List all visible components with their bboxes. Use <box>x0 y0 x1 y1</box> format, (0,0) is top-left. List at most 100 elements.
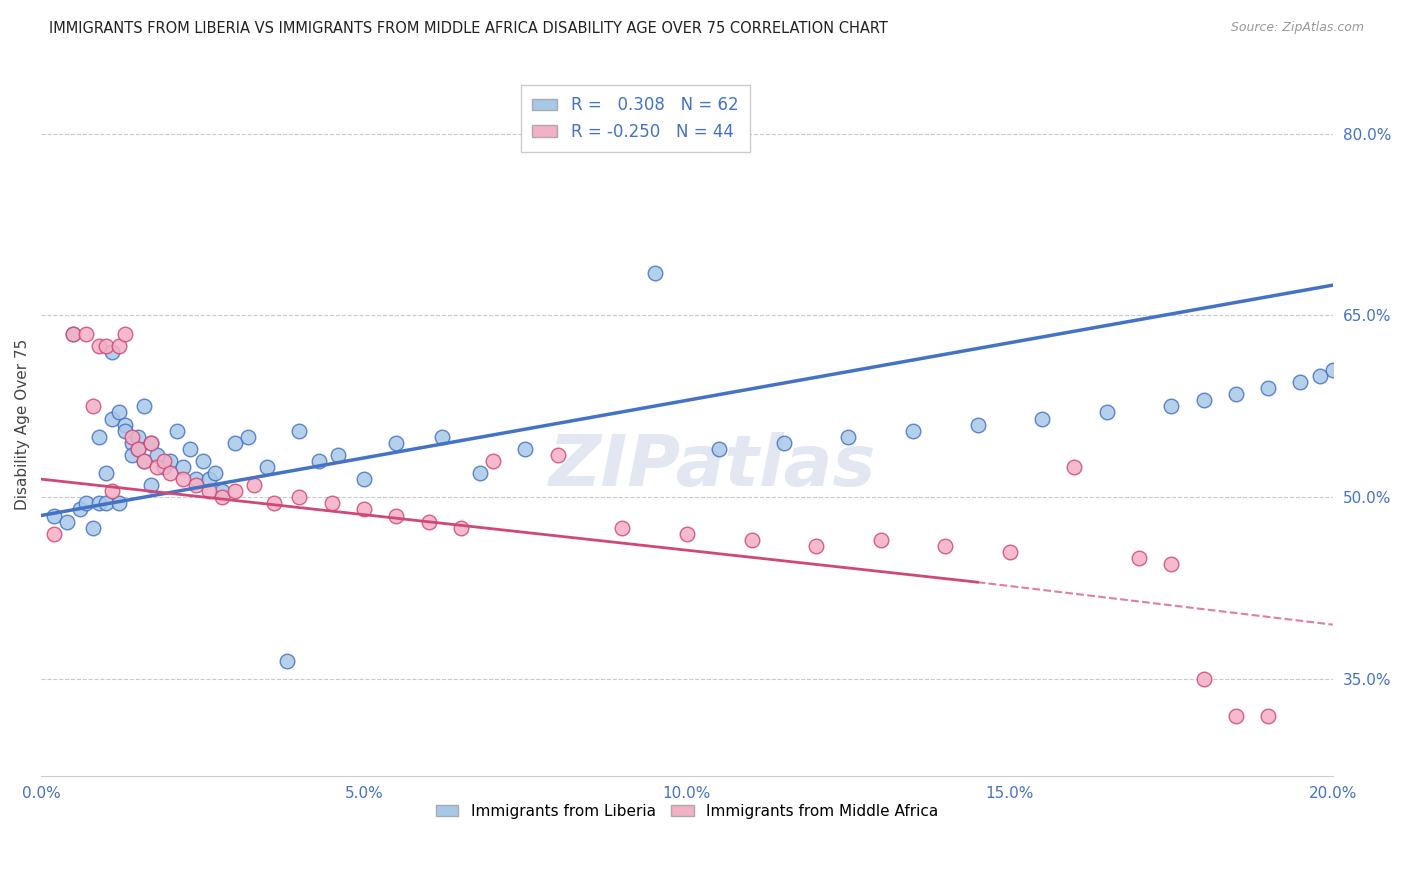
Point <box>224 435 246 450</box>
Point <box>69 502 91 516</box>
Point <box>243 478 266 492</box>
Point <box>134 454 156 468</box>
Point <box>159 454 181 468</box>
Point <box>172 472 194 486</box>
Point <box>114 424 136 438</box>
Text: ZIPatlas: ZIPatlas <box>550 433 876 501</box>
Point <box>288 424 311 438</box>
Point <box>385 435 408 450</box>
Point <box>94 339 117 353</box>
Point <box>94 466 117 480</box>
Point <box>1225 387 1247 401</box>
Point <box>153 454 176 468</box>
Point <box>308 454 330 468</box>
Point <box>107 405 129 419</box>
Point <box>430 430 453 444</box>
Point <box>837 430 859 444</box>
Point <box>470 466 492 480</box>
Point <box>62 326 84 341</box>
Point <box>385 508 408 523</box>
Point <box>191 454 214 468</box>
Point <box>121 448 143 462</box>
Text: IMMIGRANTS FROM LIBERIA VS IMMIGRANTS FROM MIDDLE AFRICA DISABILITY AGE OVER 75 : IMMIGRANTS FROM LIBERIA VS IMMIGRANTS FR… <box>49 21 889 36</box>
Point <box>198 472 221 486</box>
Point <box>146 460 169 475</box>
Text: Source: ZipAtlas.com: Source: ZipAtlas.com <box>1230 21 1364 34</box>
Point <box>998 545 1021 559</box>
Point <box>89 496 111 510</box>
Point <box>353 502 375 516</box>
Point <box>418 515 440 529</box>
Point <box>107 339 129 353</box>
Point <box>1063 460 1085 475</box>
Point <box>353 472 375 486</box>
Point <box>256 460 278 475</box>
Point <box>114 417 136 432</box>
Point <box>179 442 201 456</box>
Point <box>934 539 956 553</box>
Point <box>198 484 221 499</box>
Point <box>547 448 569 462</box>
Point <box>42 526 65 541</box>
Point <box>139 478 162 492</box>
Point <box>1257 708 1279 723</box>
Point <box>166 424 188 438</box>
Point <box>121 435 143 450</box>
Point <box>709 442 731 456</box>
Point <box>1095 405 1118 419</box>
Point <box>1128 550 1150 565</box>
Point <box>101 484 124 499</box>
Point <box>82 521 104 535</box>
Point <box>772 435 794 450</box>
Point <box>82 400 104 414</box>
Point <box>204 466 226 480</box>
Point <box>328 448 350 462</box>
Point <box>184 478 207 492</box>
Point <box>42 508 65 523</box>
Point <box>321 496 343 510</box>
Point <box>94 496 117 510</box>
Point <box>1160 557 1182 571</box>
Point <box>114 326 136 341</box>
Point <box>127 430 149 444</box>
Point <box>1289 375 1312 389</box>
Point <box>804 539 827 553</box>
Legend: Immigrants from Liberia, Immigrants from Middle Africa: Immigrants from Liberia, Immigrants from… <box>429 797 945 825</box>
Point <box>482 454 505 468</box>
Point <box>263 496 285 510</box>
Point <box>288 491 311 505</box>
Point <box>75 326 97 341</box>
Point <box>741 533 763 547</box>
Point <box>127 442 149 456</box>
Point <box>1309 369 1331 384</box>
Point <box>1192 393 1215 408</box>
Point <box>1322 363 1344 377</box>
Point <box>515 442 537 456</box>
Point <box>159 466 181 480</box>
Point <box>211 484 233 499</box>
Point <box>172 460 194 475</box>
Point <box>1160 400 1182 414</box>
Point <box>1031 411 1053 425</box>
Point <box>134 454 156 468</box>
Point <box>127 442 149 456</box>
Point <box>901 424 924 438</box>
Point <box>89 430 111 444</box>
Point <box>134 400 156 414</box>
Point <box>1257 381 1279 395</box>
Point <box>644 266 666 280</box>
Point <box>101 344 124 359</box>
Point <box>56 515 79 529</box>
Point <box>184 472 207 486</box>
Point <box>62 326 84 341</box>
Point <box>869 533 891 547</box>
Point <box>612 521 634 535</box>
Point <box>1225 708 1247 723</box>
Point <box>153 460 176 475</box>
Point <box>966 417 988 432</box>
Point <box>121 430 143 444</box>
Point <box>236 430 259 444</box>
Point <box>75 496 97 510</box>
Point <box>146 448 169 462</box>
Point <box>450 521 472 535</box>
